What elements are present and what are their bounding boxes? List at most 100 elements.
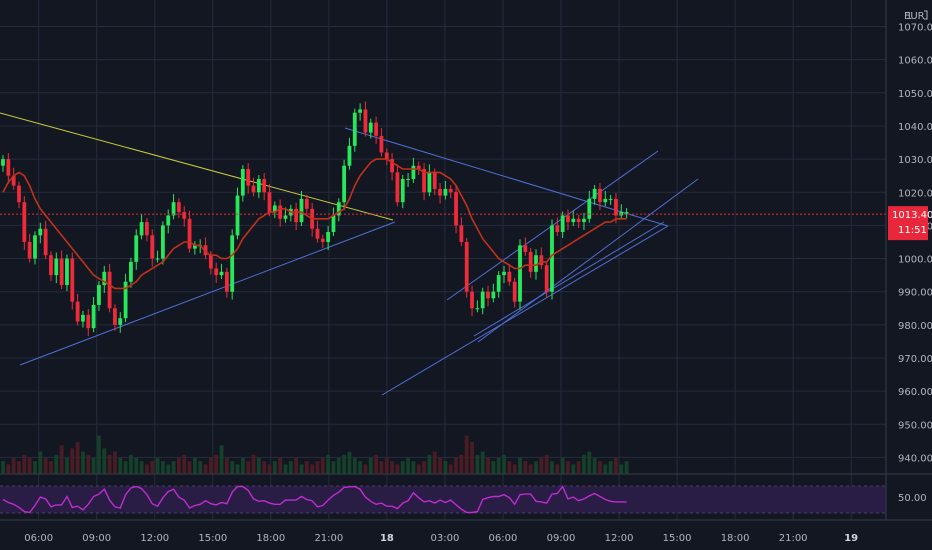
candle bbox=[107, 263, 112, 313]
trendline-yellow-resistance[interactable] bbox=[0, 112, 394, 221]
trendline-triangle-bottom[interactable] bbox=[381, 225, 669, 396]
time-axis[interactable]: 06:00 09:00 12:00 15:00 18:00 21:00 18 03:00 06:… bbox=[24, 533, 858, 544]
y-tick-label: 940.00 bbox=[898, 453, 932, 464]
candle-body bbox=[11, 175, 16, 186]
volume-bar bbox=[65, 458, 69, 474]
candle-body bbox=[486, 291, 490, 299]
volume-bar bbox=[416, 464, 421, 474]
candle-body bbox=[203, 245, 208, 256]
volume-bar bbox=[576, 461, 581, 474]
candle bbox=[145, 218, 149, 242]
volume-bar bbox=[134, 458, 139, 474]
volume-bar bbox=[534, 461, 538, 474]
candle bbox=[171, 194, 176, 220]
volume-bar bbox=[150, 461, 155, 474]
candle-body bbox=[171, 202, 176, 216]
candle bbox=[560, 211, 565, 238]
volume-bar bbox=[480, 451, 485, 474]
volume-bar bbox=[587, 451, 592, 474]
volume-bar bbox=[70, 448, 75, 474]
volume-bar bbox=[406, 458, 410, 474]
volume-bar bbox=[267, 464, 272, 474]
volume-bar bbox=[320, 458, 325, 474]
candle-body bbox=[134, 235, 139, 262]
candle-body bbox=[491, 291, 496, 299]
candle-body bbox=[54, 258, 59, 276]
candle bbox=[224, 267, 229, 298]
candle-body bbox=[315, 228, 320, 239]
candle-body bbox=[139, 222, 144, 236]
volume-bar bbox=[379, 461, 384, 474]
volume-bar bbox=[582, 454, 586, 474]
trendline-left-support[interactable] bbox=[19, 221, 396, 366]
volume-bar bbox=[608, 461, 613, 474]
candle bbox=[427, 164, 432, 197]
candle-body bbox=[246, 169, 251, 186]
candle-body bbox=[192, 245, 197, 249]
rsi-axis-label: 50.00 bbox=[898, 493, 927, 504]
candle-body bbox=[614, 198, 618, 216]
candle-body bbox=[512, 281, 517, 302]
x-tick-label: 21:00 bbox=[314, 533, 343, 544]
y-tick-label: 990.00 bbox=[898, 288, 932, 299]
candle-body bbox=[480, 291, 485, 309]
candle bbox=[459, 217, 464, 246]
trendlines[interactable] bbox=[0, 112, 699, 396]
x-tick-label: 15:00 bbox=[663, 533, 692, 544]
volume-bar bbox=[571, 464, 576, 474]
candle bbox=[454, 186, 458, 234]
candle bbox=[331, 207, 336, 237]
candle-body bbox=[65, 258, 69, 286]
candle-body bbox=[352, 112, 357, 146]
candle-body bbox=[283, 215, 288, 219]
volume-bar bbox=[155, 458, 160, 474]
scale-mode-label[interactable]: 1 bbox=[906, 11, 912, 22]
candle-body bbox=[224, 271, 229, 292]
candle bbox=[470, 285, 474, 317]
volume-bar bbox=[294, 458, 299, 474]
candle-body bbox=[496, 275, 501, 292]
candle-body bbox=[267, 192, 272, 213]
trendline-channel-mid[interactable] bbox=[473, 221, 665, 337]
candle-body bbox=[475, 308, 480, 310]
volume-bar bbox=[470, 442, 474, 474]
y-tick-label: 1000.00 bbox=[898, 255, 932, 266]
candle-body bbox=[262, 178, 267, 193]
volume-bar bbox=[251, 454, 256, 474]
candle bbox=[406, 173, 410, 187]
candle bbox=[592, 184, 597, 205]
candle bbox=[342, 159, 347, 211]
volume-bar bbox=[432, 451, 437, 474]
candle bbox=[480, 287, 485, 315]
volume-bar bbox=[59, 445, 64, 474]
candle-body bbox=[304, 198, 309, 209]
settings-bracket-icon[interactable] bbox=[924, 10, 928, 20]
candle bbox=[256, 175, 261, 199]
candle bbox=[523, 237, 528, 256]
candle bbox=[86, 308, 91, 337]
candle-body bbox=[38, 228, 43, 236]
candle bbox=[230, 229, 235, 300]
candle bbox=[97, 281, 101, 311]
candle bbox=[315, 220, 320, 243]
candle bbox=[129, 257, 133, 288]
candle-body bbox=[539, 255, 544, 266]
candle-body bbox=[118, 318, 123, 325]
candle bbox=[368, 118, 373, 139]
candle-body bbox=[113, 308, 117, 325]
candle bbox=[17, 181, 21, 209]
x-tick-label: 09:00 bbox=[82, 533, 111, 544]
y-tick-label: 950.00 bbox=[898, 420, 932, 431]
volume-bar bbox=[123, 461, 128, 474]
volume-bar bbox=[475, 454, 480, 474]
volume-bar bbox=[219, 445, 224, 474]
volume-bar bbox=[256, 458, 261, 474]
candle bbox=[379, 127, 384, 157]
candle-body bbox=[182, 212, 187, 219]
trendline-channel-lower[interactable] bbox=[477, 178, 699, 343]
volume-bar bbox=[352, 458, 357, 474]
candle-body bbox=[208, 255, 213, 269]
volume-bar bbox=[1, 461, 5, 474]
candle bbox=[502, 265, 506, 284]
